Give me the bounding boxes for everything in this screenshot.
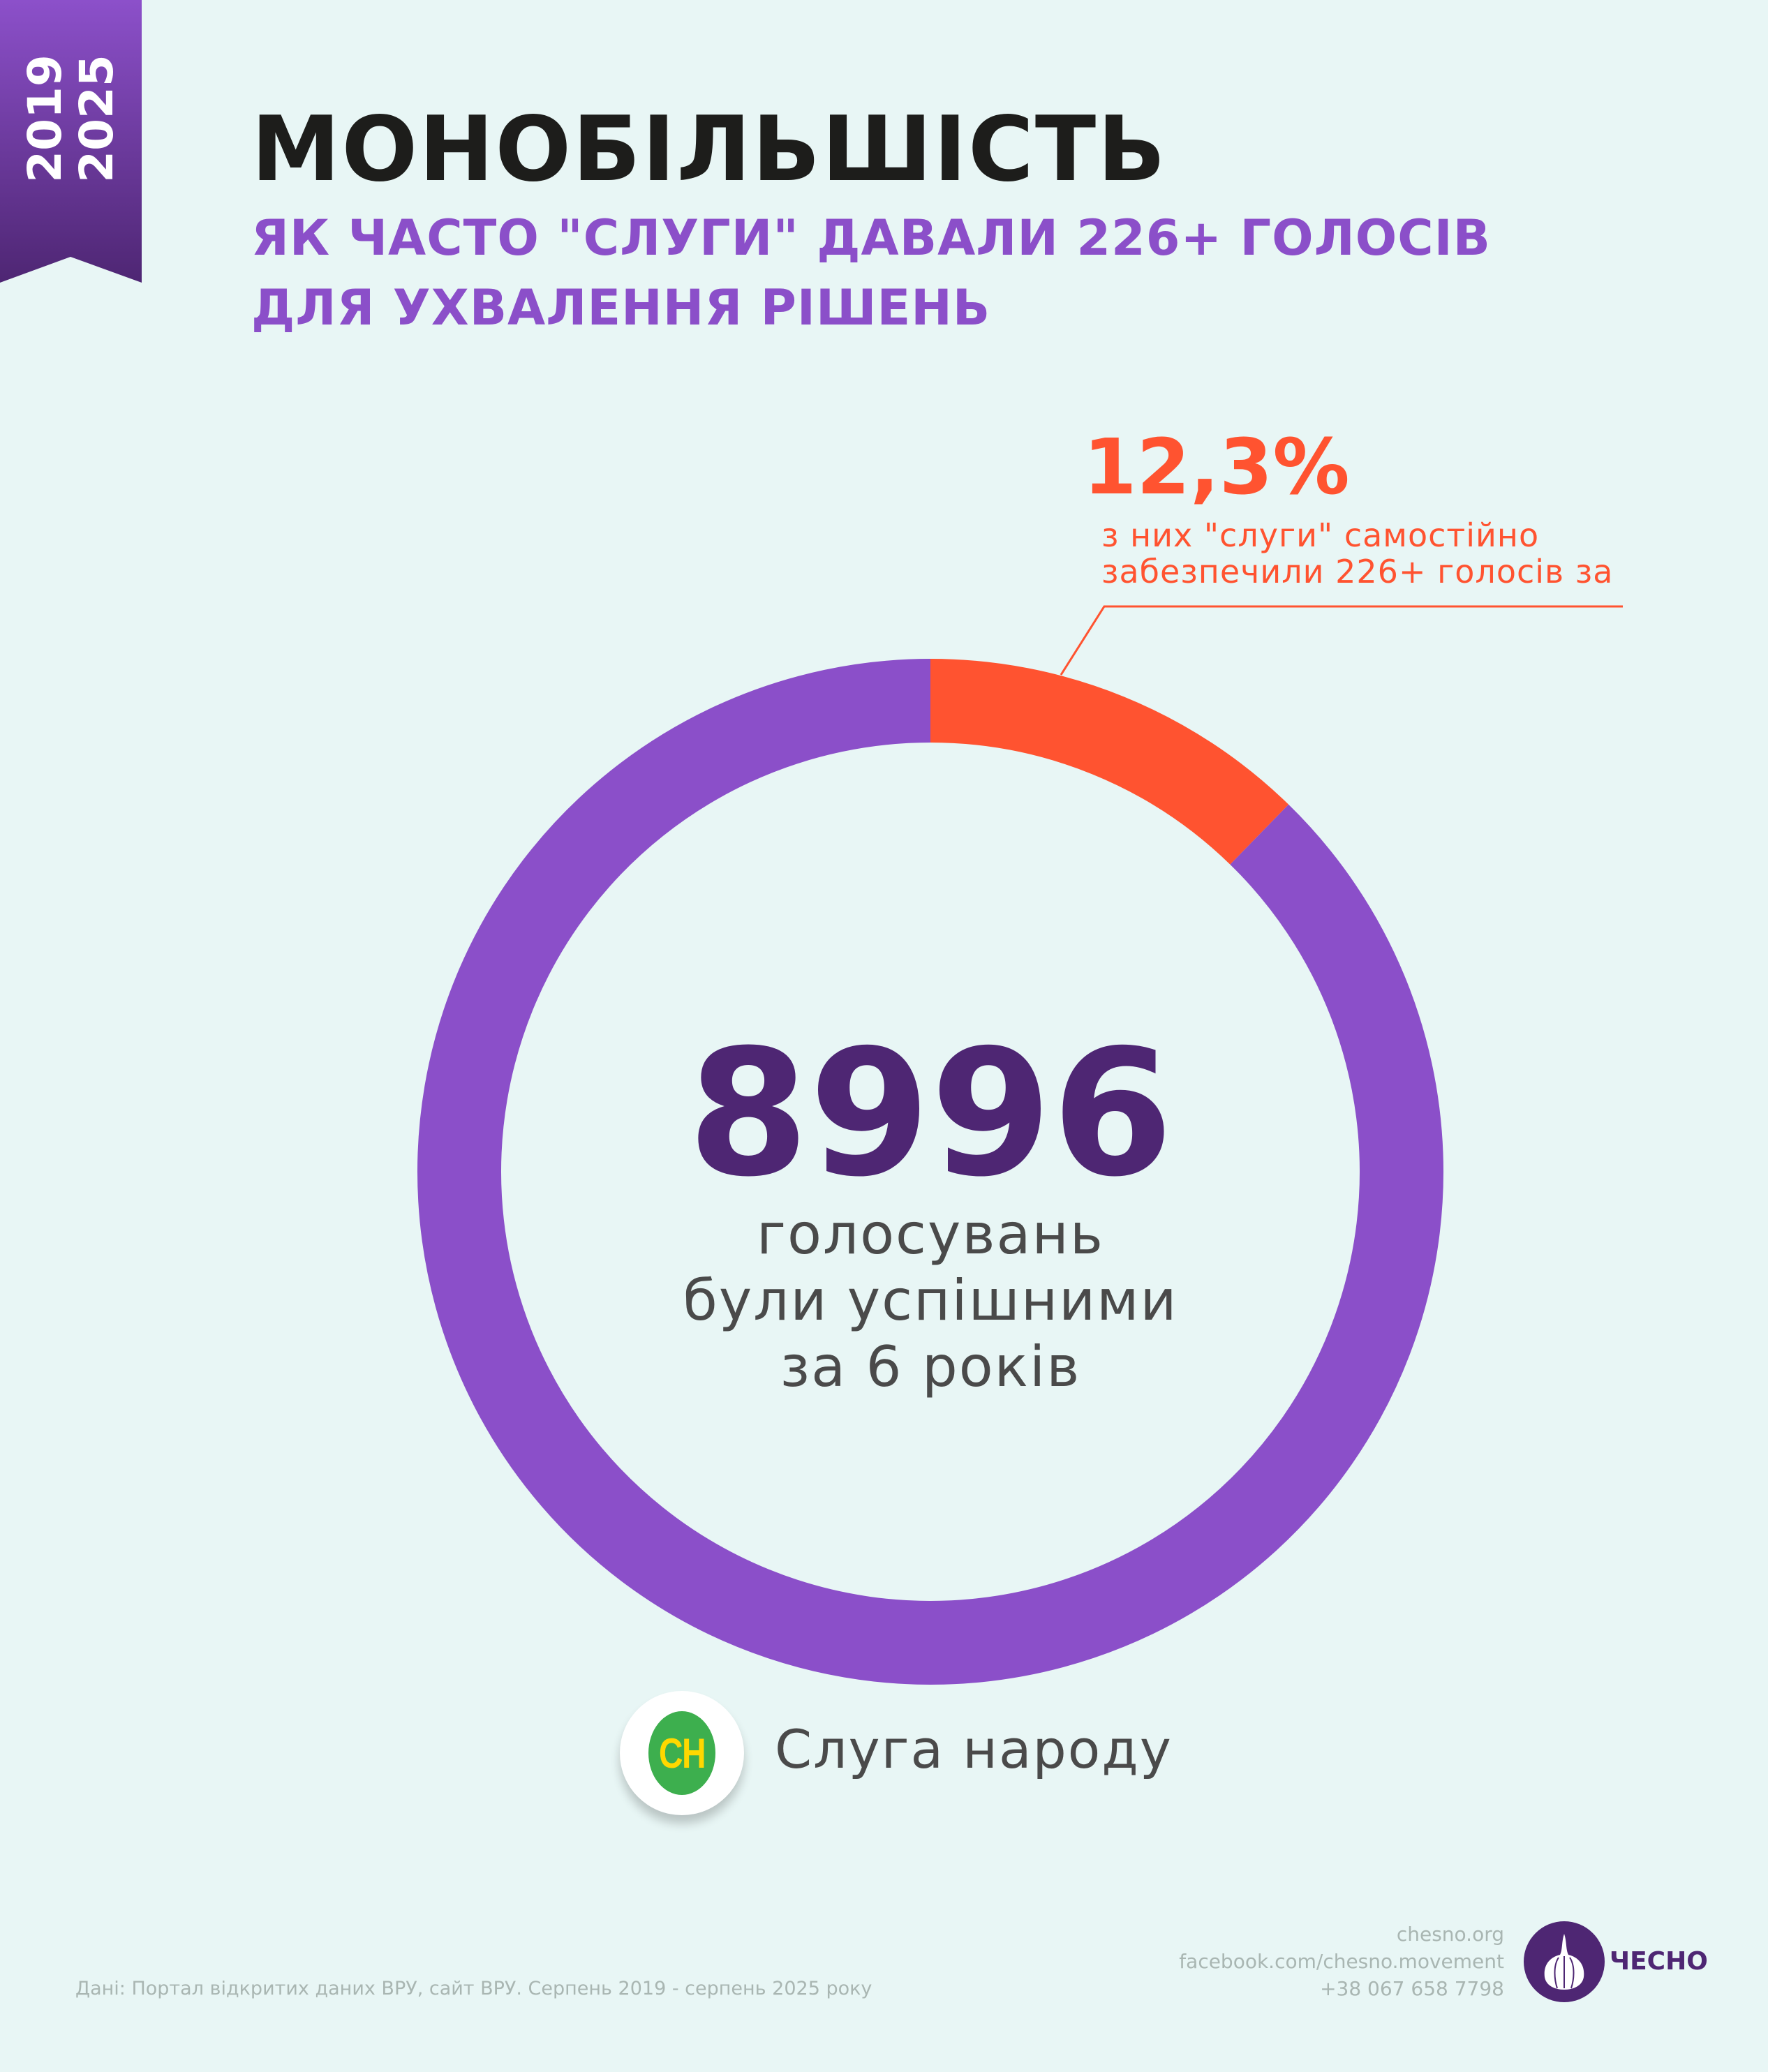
callout-text-line-1: з них "слуги" самостійно: [1101, 516, 1540, 554]
party-logo-badge: СН: [620, 1691, 744, 1815]
total-votes-number: 8996: [688, 1012, 1173, 1215]
callout-text-line-2: забезпечили 226+ голосів за: [1101, 553, 1614, 590]
donut-slice-1: [417, 659, 1443, 1685]
center-text-line-2: були успішними: [683, 1268, 1178, 1333]
facebook-link[interactable]: facebook.com/chesno.movement: [1179, 1950, 1504, 1973]
callout-leader-line: [1060, 605, 1623, 676]
contacts: chesno.org facebook.com/chesno.movement …: [1179, 1921, 1504, 2002]
party-logo-text: СН: [648, 1711, 715, 1795]
chesno-logo-text: ЧЕСНО: [1610, 1947, 1708, 1976]
legend-label: Слуга народу: [775, 1718, 1173, 1780]
data-source-note: Дані: Портал відкритих даних ВРУ, сайт В…: [75, 1978, 872, 1999]
phone-number: +38 067 658 7798: [1320, 1977, 1504, 2000]
subtitle-line-2: ДЛЯ УХВАЛЕННЯ РІШЕНЬ: [251, 279, 991, 336]
year-ribbon: [0, 0, 142, 283]
center-text-line-1: голосувань: [756, 1202, 1104, 1267]
page-title: МОНОБІЛЬШІСТЬ: [251, 98, 1167, 202]
garlic-logo-icon: [1524, 1921, 1605, 2002]
website-link[interactable]: chesno.org: [1396, 1923, 1504, 1946]
center-text-line-3: за 6 років: [780, 1334, 1081, 1399]
donut-slice-0: [930, 659, 1289, 865]
callout-percent: 12,3%: [1083, 422, 1350, 512]
subtitle-line-1: ЯК ЧАСТО "СЛУГИ" ДАВАЛИ 226+ ГОЛОСІВ: [251, 209, 1492, 267]
